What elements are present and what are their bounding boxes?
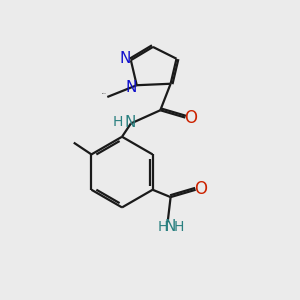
Text: H: H: [174, 220, 184, 234]
Text: N: N: [124, 115, 136, 130]
Text: N: N: [164, 219, 176, 234]
Text: H: H: [112, 115, 123, 129]
Text: H: H: [157, 220, 168, 234]
Text: O: O: [184, 109, 197, 127]
Text: N: N: [126, 80, 137, 95]
Text: N: N: [119, 51, 131, 66]
Text: O: O: [194, 180, 207, 198]
Text: methyl: methyl: [102, 93, 107, 94]
